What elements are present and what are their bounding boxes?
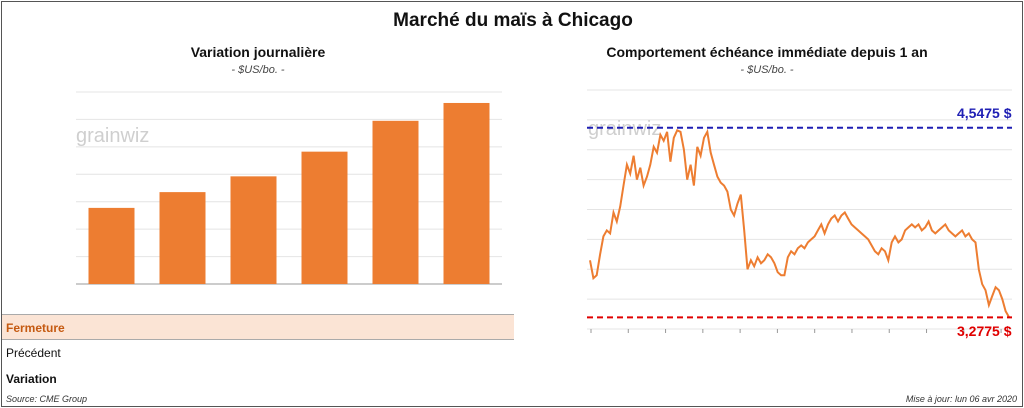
source-note: Source: CME Group [6,394,88,404]
price-line [589,128,1010,318]
right-subtitle: Comportement échéance immédiate depuis 1… [606,44,928,60]
bar-4 [372,120,419,284]
low-label: 3,2775 $ [957,323,1012,339]
main-title: Marché du maïs à Chicago [393,10,633,31]
bar-3 [301,151,348,284]
left-unit: - $US/bo. - [231,64,285,76]
bar-5 [443,102,490,284]
watermark: grainwiz [588,118,661,140]
watermark: grainwiz [76,125,149,147]
var-label: Variation [6,372,57,386]
update-note: Mise à jour: lun 06 avr 2020 [905,394,1017,404]
bar-1 [159,192,206,284]
bar-0 [88,207,135,284]
bar-2 [230,176,277,284]
right-unit: - $US/bo. - [740,64,794,76]
prev-label: Précédent [6,346,61,360]
var-row: Variation [2,366,514,392]
close-row: Fermeture [2,314,514,340]
bar-chart: grainwiz [76,91,502,285]
close-label: Fermeture [6,321,65,335]
high-label: 4,5475 $ [957,105,1012,121]
prev-row: Précédent [2,340,514,366]
left-subtitle: Variation journalière [190,44,326,60]
